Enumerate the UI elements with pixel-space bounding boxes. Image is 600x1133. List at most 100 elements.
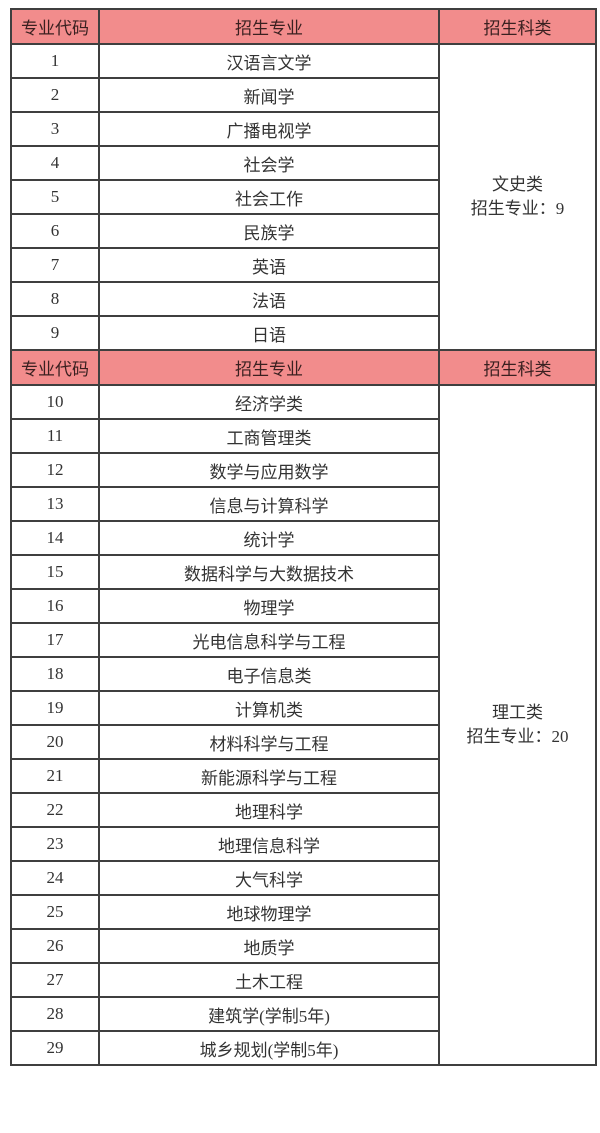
major-name-cell: 建筑学(学制5年) [98, 996, 440, 1032]
major-code-cell: 19 [10, 690, 100, 726]
major-name-cell: 社会学 [98, 145, 440, 181]
table-row: 4 社会学 [10, 145, 596, 181]
header-admission-major: 招生专业 [98, 8, 440, 45]
major-code-cell: 20 [10, 724, 100, 760]
major-code-cell: 28 [10, 996, 100, 1032]
major-name-cell: 物理学 [98, 588, 440, 624]
major-code-cell: 16 [10, 588, 100, 624]
major-code-cell: 4 [10, 145, 100, 181]
major-name-cell: 土木工程 [98, 962, 440, 998]
major-code-cell: 3 [10, 111, 100, 147]
table-row: 26 地质学 [10, 928, 596, 964]
table-row: 21 新能源科学与工程 [10, 758, 596, 794]
table-row: 7 英语 [10, 247, 596, 283]
major-name-cell: 地质学 [98, 928, 440, 964]
category-cell: 文史类 招生专业：9 [438, 43, 597, 351]
table-row: 28 建筑学(学制5年) [10, 996, 596, 1032]
major-name-cell: 信息与计算科学 [98, 486, 440, 522]
major-code-cell: 13 [10, 486, 100, 522]
major-name-cell: 新能源科学与工程 [98, 758, 440, 794]
major-name-cell: 地理科学 [98, 792, 440, 828]
table-row: 18 电子信息类 [10, 656, 596, 692]
header-major-code: 专业代码 [10, 349, 100, 386]
table-row: 6 民族学 [10, 213, 596, 249]
category-name: 理工类 [492, 703, 543, 722]
major-name-cell: 法语 [98, 281, 440, 317]
major-name-cell: 社会工作 [98, 179, 440, 215]
table-row: 12 数学与应用数学 [10, 452, 596, 488]
major-name-cell: 统计学 [98, 520, 440, 556]
major-code-cell: 17 [10, 622, 100, 658]
major-code-cell: 21 [10, 758, 100, 794]
table-row: 8 法语 [10, 281, 596, 317]
major-code-cell: 18 [10, 656, 100, 692]
table-row: 17 光电信息科学与工程 [10, 622, 596, 658]
table-row: 23 地理信息科学 [10, 826, 596, 862]
table-row: 3 广播电视学 [10, 111, 596, 147]
major-name-cell: 英语 [98, 247, 440, 283]
major-name-cell: 新闻学 [98, 77, 440, 113]
major-name-cell: 汉语言文学 [98, 43, 440, 79]
major-name-cell: 经济学类 [98, 384, 440, 420]
major-code-cell: 12 [10, 452, 100, 488]
table-row: 10 经济学类 理工类 招生专业：20 [10, 384, 597, 1066]
header-major-code: 专业代码 [10, 8, 100, 45]
table-row: 2 新闻学 [10, 77, 596, 113]
major-name-cell: 地球物理学 [98, 894, 440, 930]
major-code-cell: 29 [10, 1030, 100, 1066]
table-row: 11 工商管理类 [10, 418, 596, 454]
major-code-cell: 22 [10, 792, 100, 828]
major-code-cell: 26 [10, 928, 100, 964]
major-name-cell: 工商管理类 [98, 418, 440, 454]
major-name-cell: 数据科学与大数据技术 [98, 554, 440, 590]
table-row: 20 材料科学与工程 [10, 724, 596, 760]
page: 专业代码 招生专业 招生科类 1 汉语言文学 文史类 招生专业：9 2 新闻学 … [10, 8, 597, 1066]
major-name-cell: 计算机类 [98, 690, 440, 726]
major-name-cell: 电子信息类 [98, 656, 440, 692]
major-code-cell: 23 [10, 826, 100, 862]
major-name-cell: 日语 [98, 315, 440, 351]
category-major-count: 招生专业：20 [466, 727, 569, 746]
major-code-cell: 14 [10, 520, 100, 556]
major-name-cell: 数学与应用数学 [98, 452, 440, 488]
major-code-cell: 5 [10, 179, 100, 215]
table-row: 1 汉语言文学 文史类 招生专业：9 [10, 43, 597, 351]
table-row: 25 地球物理学 [10, 894, 596, 930]
table-row: 24 大气科学 [10, 860, 596, 896]
major-code-cell: 11 [10, 418, 100, 454]
table-row: 9 日语 [10, 315, 596, 351]
admission-majors-table: 专业代码 招生专业 招生科类 1 汉语言文学 文史类 招生专业：9 2 新闻学 … [10, 8, 597, 1066]
table-row: 15 数据科学与大数据技术 [10, 554, 596, 590]
table-row: 13 信息与计算科学 [10, 486, 596, 522]
header-admission-category: 招生科类 [438, 8, 597, 45]
major-code-cell: 10 [10, 384, 100, 420]
table-row: 5 社会工作 [10, 179, 596, 215]
major-name-cell: 民族学 [98, 213, 440, 249]
major-code-cell: 27 [10, 962, 100, 998]
category-major-count: 招生专业：9 [470, 199, 565, 218]
table-row: 22 地理科学 [10, 792, 596, 828]
table-row: 14 统计学 [10, 520, 596, 556]
table-row: 29 城乡规划(学制5年) [10, 1030, 596, 1066]
major-code-cell: 8 [10, 281, 100, 317]
major-code-cell: 15 [10, 554, 100, 590]
major-name-cell: 城乡规划(学制5年) [98, 1030, 440, 1066]
major-name-cell: 光电信息科学与工程 [98, 622, 440, 658]
major-code-cell: 7 [10, 247, 100, 283]
header-admission-major: 招生专业 [98, 349, 440, 386]
category-cell: 理工类 招生专业：20 [438, 384, 597, 1066]
table-header-row: 专业代码 招生专业 招生科类 [10, 8, 597, 45]
major-name-cell: 地理信息科学 [98, 826, 440, 862]
major-code-cell: 6 [10, 213, 100, 249]
table-row: 19 计算机类 [10, 690, 596, 726]
major-code-cell: 2 [10, 77, 100, 113]
table-row: 27 土木工程 [10, 962, 596, 998]
category-name: 文史类 [492, 175, 543, 194]
major-name-cell: 广播电视学 [98, 111, 440, 147]
table-header-row: 专业代码 招生专业 招生科类 [10, 349, 597, 386]
major-name-cell: 材料科学与工程 [98, 724, 440, 760]
major-code-cell: 9 [10, 315, 100, 351]
major-code-cell: 24 [10, 860, 100, 896]
major-code-cell: 1 [10, 43, 100, 79]
table-row: 16 物理学 [10, 588, 596, 624]
